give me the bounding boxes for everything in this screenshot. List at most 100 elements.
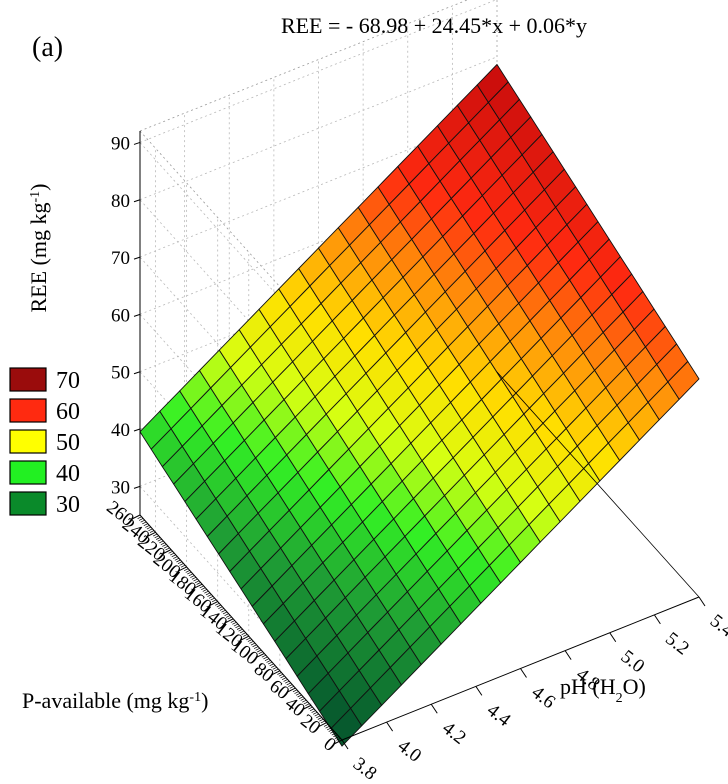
x-tick-label: 3.8 [349,753,381,784]
y-minor-tick [193,578,198,582]
y-minor-tick [148,528,153,532]
y-minor-tick [211,599,217,603]
y-tick [318,722,327,728]
y-minor-tick [312,711,318,715]
y-minor-tick [160,542,166,546]
y-minor-tick [187,571,192,575]
y-tick [162,549,172,555]
z-tick-label: 30 [111,477,130,498]
y-minor-tick [188,573,193,577]
y-minor-tick [280,675,285,679]
y-tick [225,618,234,624]
y-minor-tick [311,710,316,713]
x-tick [430,703,438,714]
legend-swatch [9,429,47,454]
y-minor-tick [219,608,225,611]
y-minor-tick [215,602,220,606]
y-minor-tick [298,696,304,700]
z-tick [133,371,141,375]
y-minor-tick [334,736,340,739]
y-minor-tick [283,679,288,682]
y-minor-tick [142,521,147,525]
y-minor-tick [319,718,324,722]
y-tick [147,531,156,537]
y-minor-tick [230,620,235,623]
y-minor-tick [271,665,276,668]
legend-label: 60 [56,399,80,425]
y-minor-tick [190,575,195,578]
y-tick [193,583,203,589]
y-minor-tick [194,580,200,584]
legend-label: 30 [56,492,80,518]
y-minor-tick [179,563,184,566]
y-minor-tick [168,551,173,554]
box-edge [139,0,469,132]
y-minor-tick [202,589,207,592]
x-tick [564,650,572,660]
y-minor-tick [224,613,229,616]
y-minor-tick [281,677,287,681]
y-minor-tick [250,642,256,646]
y-minor-tick [325,725,330,729]
z-tick [133,485,141,489]
y-minor-tick [154,535,159,539]
y-minor-tick [258,651,263,655]
response-surface [139,64,700,747]
y-minor-tick [294,691,299,694]
y-minor-tick [320,720,326,724]
y-minor-tick [302,699,307,703]
y-minor-tick [165,547,170,551]
y-minor-tick [285,680,290,684]
y-minor-tick [263,656,268,660]
x-tick-label: 4.2 [438,718,470,749]
y-minor-tick [196,582,201,585]
y-tick [240,635,249,641]
y-minor-tick [233,623,239,627]
y-tick [287,687,296,693]
y-minor-tick [269,663,274,667]
y-minor-tick [149,530,155,533]
y-minor-tick [235,625,240,629]
x-tick [386,721,394,732]
y-minor-tick [225,615,231,618]
y-minor-tick [227,616,232,620]
z-gridline [139,56,498,201]
x-tick-label: 4.0 [394,736,426,767]
y-minor-tick [249,641,254,644]
legend-swatch [9,367,47,392]
y-minor-tick [162,544,167,547]
y-minor-tick [333,734,338,738]
y-minor-tick [330,731,335,734]
y-tick [333,739,343,745]
y-tick [271,670,281,676]
legend-swatch [9,398,47,423]
z-tick [133,313,141,317]
y-minor-tick [173,556,178,559]
x-axis-label: pH (H2O) [560,674,646,706]
y-minor-tick [274,668,279,672]
y-tick [302,704,312,710]
y-minor-tick [292,689,298,693]
z-tick-label: 90 [111,133,130,154]
y-minor-tick [278,673,284,677]
z-tick-label: 40 [111,420,130,441]
y-minor-tick [267,661,273,665]
x-tick [698,596,706,607]
y-tick [131,514,141,520]
z-tick-label: 70 [111,248,130,269]
y-axis-label: P-available (mg kg-1) [22,688,208,713]
z-gridline [139,0,497,143]
y-minor-tick [247,639,253,642]
legend-swatch [9,491,47,516]
y-minor-tick [297,694,302,698]
y-minor-tick [326,727,332,731]
y-minor-tick [305,703,310,706]
y-minor-tick [152,533,158,537]
y-minor-tick [303,701,308,705]
y-minor-tick [185,570,190,573]
y-minor-tick [288,684,293,687]
y-minor-tick [184,568,189,571]
y-minor-tick [145,525,150,528]
y-minor-tick [264,658,270,661]
